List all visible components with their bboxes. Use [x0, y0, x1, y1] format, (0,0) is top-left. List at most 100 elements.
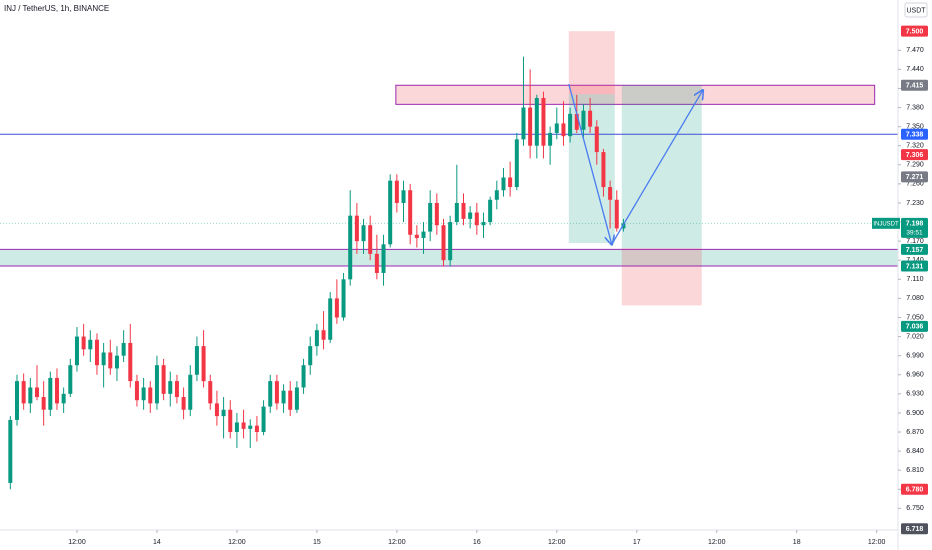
x-tick-label: 15 — [313, 539, 321, 546]
price-badge — [901, 171, 928, 183]
candle-body — [561, 123, 566, 137]
y-tick-label: 6.840 — [906, 448, 924, 455]
candle-body — [94, 339, 99, 366]
price-badge — [901, 128, 928, 140]
currency-box[interactable] — [904, 2, 928, 18]
candle-body — [288, 390, 293, 410]
candle-body — [328, 298, 333, 340]
candle-body — [388, 180, 393, 245]
price-badge-label: 7.500 — [906, 29, 924, 36]
candle-body — [261, 406, 266, 433]
y-tick-label: 7.020 — [906, 333, 924, 340]
candle-body — [301, 365, 306, 388]
candle-body — [534, 97, 539, 146]
arrow — [611, 90, 703, 245]
candle-body — [468, 212, 473, 219]
arrow — [568, 83, 612, 244]
price-badge-label: 7.036 — [906, 324, 924, 331]
plot-area — [0, 31, 898, 490]
price-badge — [901, 260, 928, 272]
price-badge-label: 7.131 — [906, 263, 924, 270]
y-tick-label: 7.320 — [906, 143, 924, 150]
candle-body — [308, 346, 313, 366]
candle-body — [528, 107, 533, 146]
y-tick-label: 7.050 — [906, 314, 924, 321]
price-badge — [901, 243, 928, 255]
candle-body — [41, 397, 46, 410]
candle-body — [434, 202, 439, 226]
y-tick-label: 6.900 — [906, 410, 924, 417]
y-tick-label: 7.230 — [906, 200, 924, 207]
price-badge — [901, 79, 928, 91]
candle-body — [408, 190, 413, 235]
candle-body — [401, 190, 406, 203]
candle-body — [361, 225, 366, 242]
candle-body — [28, 387, 33, 404]
candle-body — [134, 381, 139, 401]
candle-body — [581, 110, 586, 130]
x-tick-label: 18 — [793, 539, 801, 546]
candle-body — [54, 377, 59, 404]
zone — [395, 84, 876, 105]
candle-body — [294, 387, 299, 410]
candle-body — [441, 225, 446, 261]
candle-body — [354, 215, 359, 242]
candle-body — [488, 199, 493, 223]
candle-body — [348, 215, 353, 280]
y-tick-label: 7.470 — [906, 47, 924, 54]
x-tick-label: 12:00 — [68, 539, 86, 546]
y-tick-label: 6.990 — [906, 353, 924, 360]
x-tick-label: 12:00 — [708, 539, 726, 546]
candle-body — [514, 139, 519, 188]
candle-body — [194, 346, 199, 375]
symbol-badge — [872, 217, 900, 229]
candle-body — [568, 113, 573, 137]
candle-body — [334, 298, 339, 318]
price-badge — [901, 523, 928, 535]
candle-body — [254, 425, 259, 433]
candle-body — [121, 342, 126, 356]
candle-body — [314, 330, 319, 347]
candle-body — [74, 336, 79, 366]
zone — [621, 248, 702, 306]
y-tick-label: 7.080 — [906, 295, 924, 302]
x-tick-label: 12:00 — [868, 539, 886, 546]
candle-body — [281, 390, 286, 404]
y-tick-label: 7.290 — [906, 162, 924, 169]
candle-body — [474, 212, 479, 226]
candle-body — [48, 377, 53, 410]
candle-body — [8, 419, 13, 483]
candle-body — [68, 365, 73, 394]
axes: 6.750 6.780 6.810 6.840 6.870 6.900 6.930 6.960… — [68, 25, 928, 546]
candle-body — [248, 425, 253, 429]
candle-body — [501, 177, 506, 191]
candle-body — [368, 225, 373, 254]
candle-body — [461, 202, 466, 219]
last-price-badge — [901, 217, 928, 238]
candle-body — [201, 346, 206, 382]
candle-body — [101, 352, 106, 366]
y-tick-label: 6.810 — [906, 467, 924, 474]
candle-body — [228, 409, 233, 433]
candle-body — [548, 132, 553, 146]
candle-body — [554, 123, 559, 133]
price-badge-label: 6.718 — [906, 526, 924, 533]
price-badge-label: 7.271 — [906, 174, 924, 181]
candle-body — [421, 231, 426, 238]
candle-body — [128, 342, 133, 382]
candle-body — [454, 202, 459, 223]
candle-body — [394, 180, 399, 203]
candle-body — [588, 110, 593, 127]
x-tick-label: 14 — [153, 539, 161, 546]
price-badge-label: 7.338 — [906, 132, 924, 139]
price-badge-label: 7.157 — [906, 247, 924, 254]
last-price-label: 7.198 — [906, 221, 924, 228]
price-badge — [901, 25, 928, 37]
x-tick-label: 12:00 — [388, 539, 406, 546]
candle-body — [614, 199, 619, 229]
candle-body — [621, 223, 626, 229]
symbol-label: INJUSDT — [873, 221, 899, 227]
candle-body — [274, 381, 279, 404]
x-tick-label: 12:00 — [228, 539, 246, 546]
